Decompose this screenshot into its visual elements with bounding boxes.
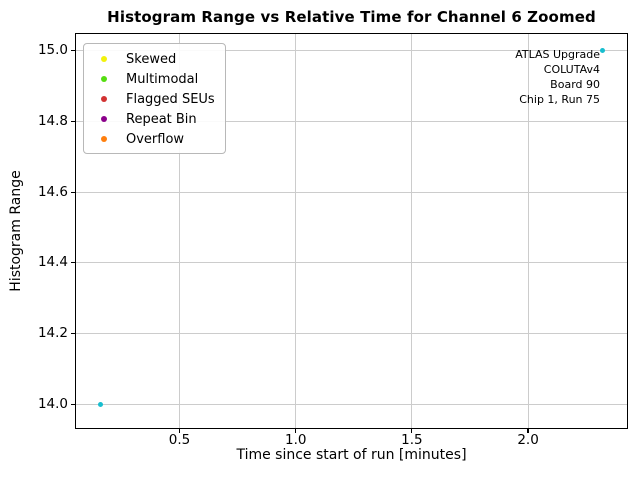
legend-label: Skewed bbox=[126, 51, 177, 67]
gridline bbox=[75, 403, 628, 405]
gridline bbox=[75, 333, 628, 335]
x-axis-label: Time since start of run [minutes] bbox=[236, 447, 467, 463]
y-tick-mark bbox=[71, 191, 75, 193]
legend-label: Overflow bbox=[126, 131, 185, 147]
y-tick-label: 14.2 bbox=[37, 325, 68, 342]
gridline bbox=[295, 33, 297, 429]
legend-entry-multimodal: Multimodal bbox=[84, 69, 225, 89]
repeat-bin-marker-icon bbox=[101, 116, 107, 122]
y-tick-label: 14.8 bbox=[37, 112, 68, 129]
overflow-marker-icon bbox=[101, 136, 107, 142]
gridline bbox=[75, 191, 628, 193]
y-tick-mark bbox=[71, 120, 75, 122]
x-tick-label: 0.5 bbox=[168, 432, 191, 448]
annotation-line: ATLAS Upgrade bbox=[515, 48, 600, 61]
legend-label: Repeat Bin bbox=[126, 111, 197, 127]
y-tick-mark bbox=[71, 403, 75, 405]
x-tick-mark bbox=[295, 429, 297, 433]
run-info-annotation: ATLAS Upgrade COLUTAv4 Board 90 Chip 1, … bbox=[515, 47, 600, 107]
y-tick-mark bbox=[71, 332, 75, 335]
x-tick-mark bbox=[527, 429, 529, 433]
y-tick-mark bbox=[71, 262, 75, 264]
x-tick-mark bbox=[411, 429, 413, 433]
legend-label: Multimodal bbox=[126, 71, 199, 87]
data-point bbox=[599, 48, 605, 54]
legend-entry-skewed: Skewed bbox=[84, 49, 225, 69]
gridline bbox=[527, 33, 529, 429]
x-tick-label: 1.0 bbox=[284, 432, 307, 448]
gridline bbox=[411, 33, 413, 429]
gridline bbox=[179, 33, 181, 429]
legend-label: Flagged SEUs bbox=[126, 91, 215, 107]
y-tick-mark bbox=[71, 50, 75, 52]
multimodal-marker-icon bbox=[101, 76, 107, 82]
legend-entry-flagged-seus: Flagged SEUs bbox=[84, 89, 225, 109]
legend: Skewed Multimodal Flagged SEUs Repeat Bi… bbox=[83, 43, 226, 154]
x-tick-label: 2.0 bbox=[517, 432, 539, 448]
chart-title: Histogram Range vs Relative Time for Cha… bbox=[107, 8, 596, 26]
y-tick-label: 15.0 bbox=[37, 42, 68, 59]
legend-entry-overflow: Overflow bbox=[84, 129, 225, 149]
flagged-seus-marker-icon bbox=[101, 96, 107, 102]
x-tick-mark bbox=[178, 429, 181, 433]
gridline bbox=[75, 50, 628, 52]
legend-entry-repeat-bin: Repeat Bin bbox=[84, 109, 225, 129]
annotation-line: Board 90 bbox=[550, 78, 600, 91]
y-tick-label: 14.6 bbox=[37, 183, 68, 200]
data-point bbox=[98, 401, 104, 407]
annotation-line: COLUTAv4 bbox=[543, 63, 600, 76]
gridline bbox=[75, 120, 628, 122]
annotation-line: Chip 1, Run 75 bbox=[519, 93, 600, 106]
gridline bbox=[75, 262, 628, 264]
x-tick-label: 1.5 bbox=[401, 432, 423, 448]
y-tick-label: 14.4 bbox=[37, 254, 68, 271]
skewed-marker-icon bbox=[101, 56, 107, 62]
y-tick-label: 14.0 bbox=[37, 395, 68, 412]
